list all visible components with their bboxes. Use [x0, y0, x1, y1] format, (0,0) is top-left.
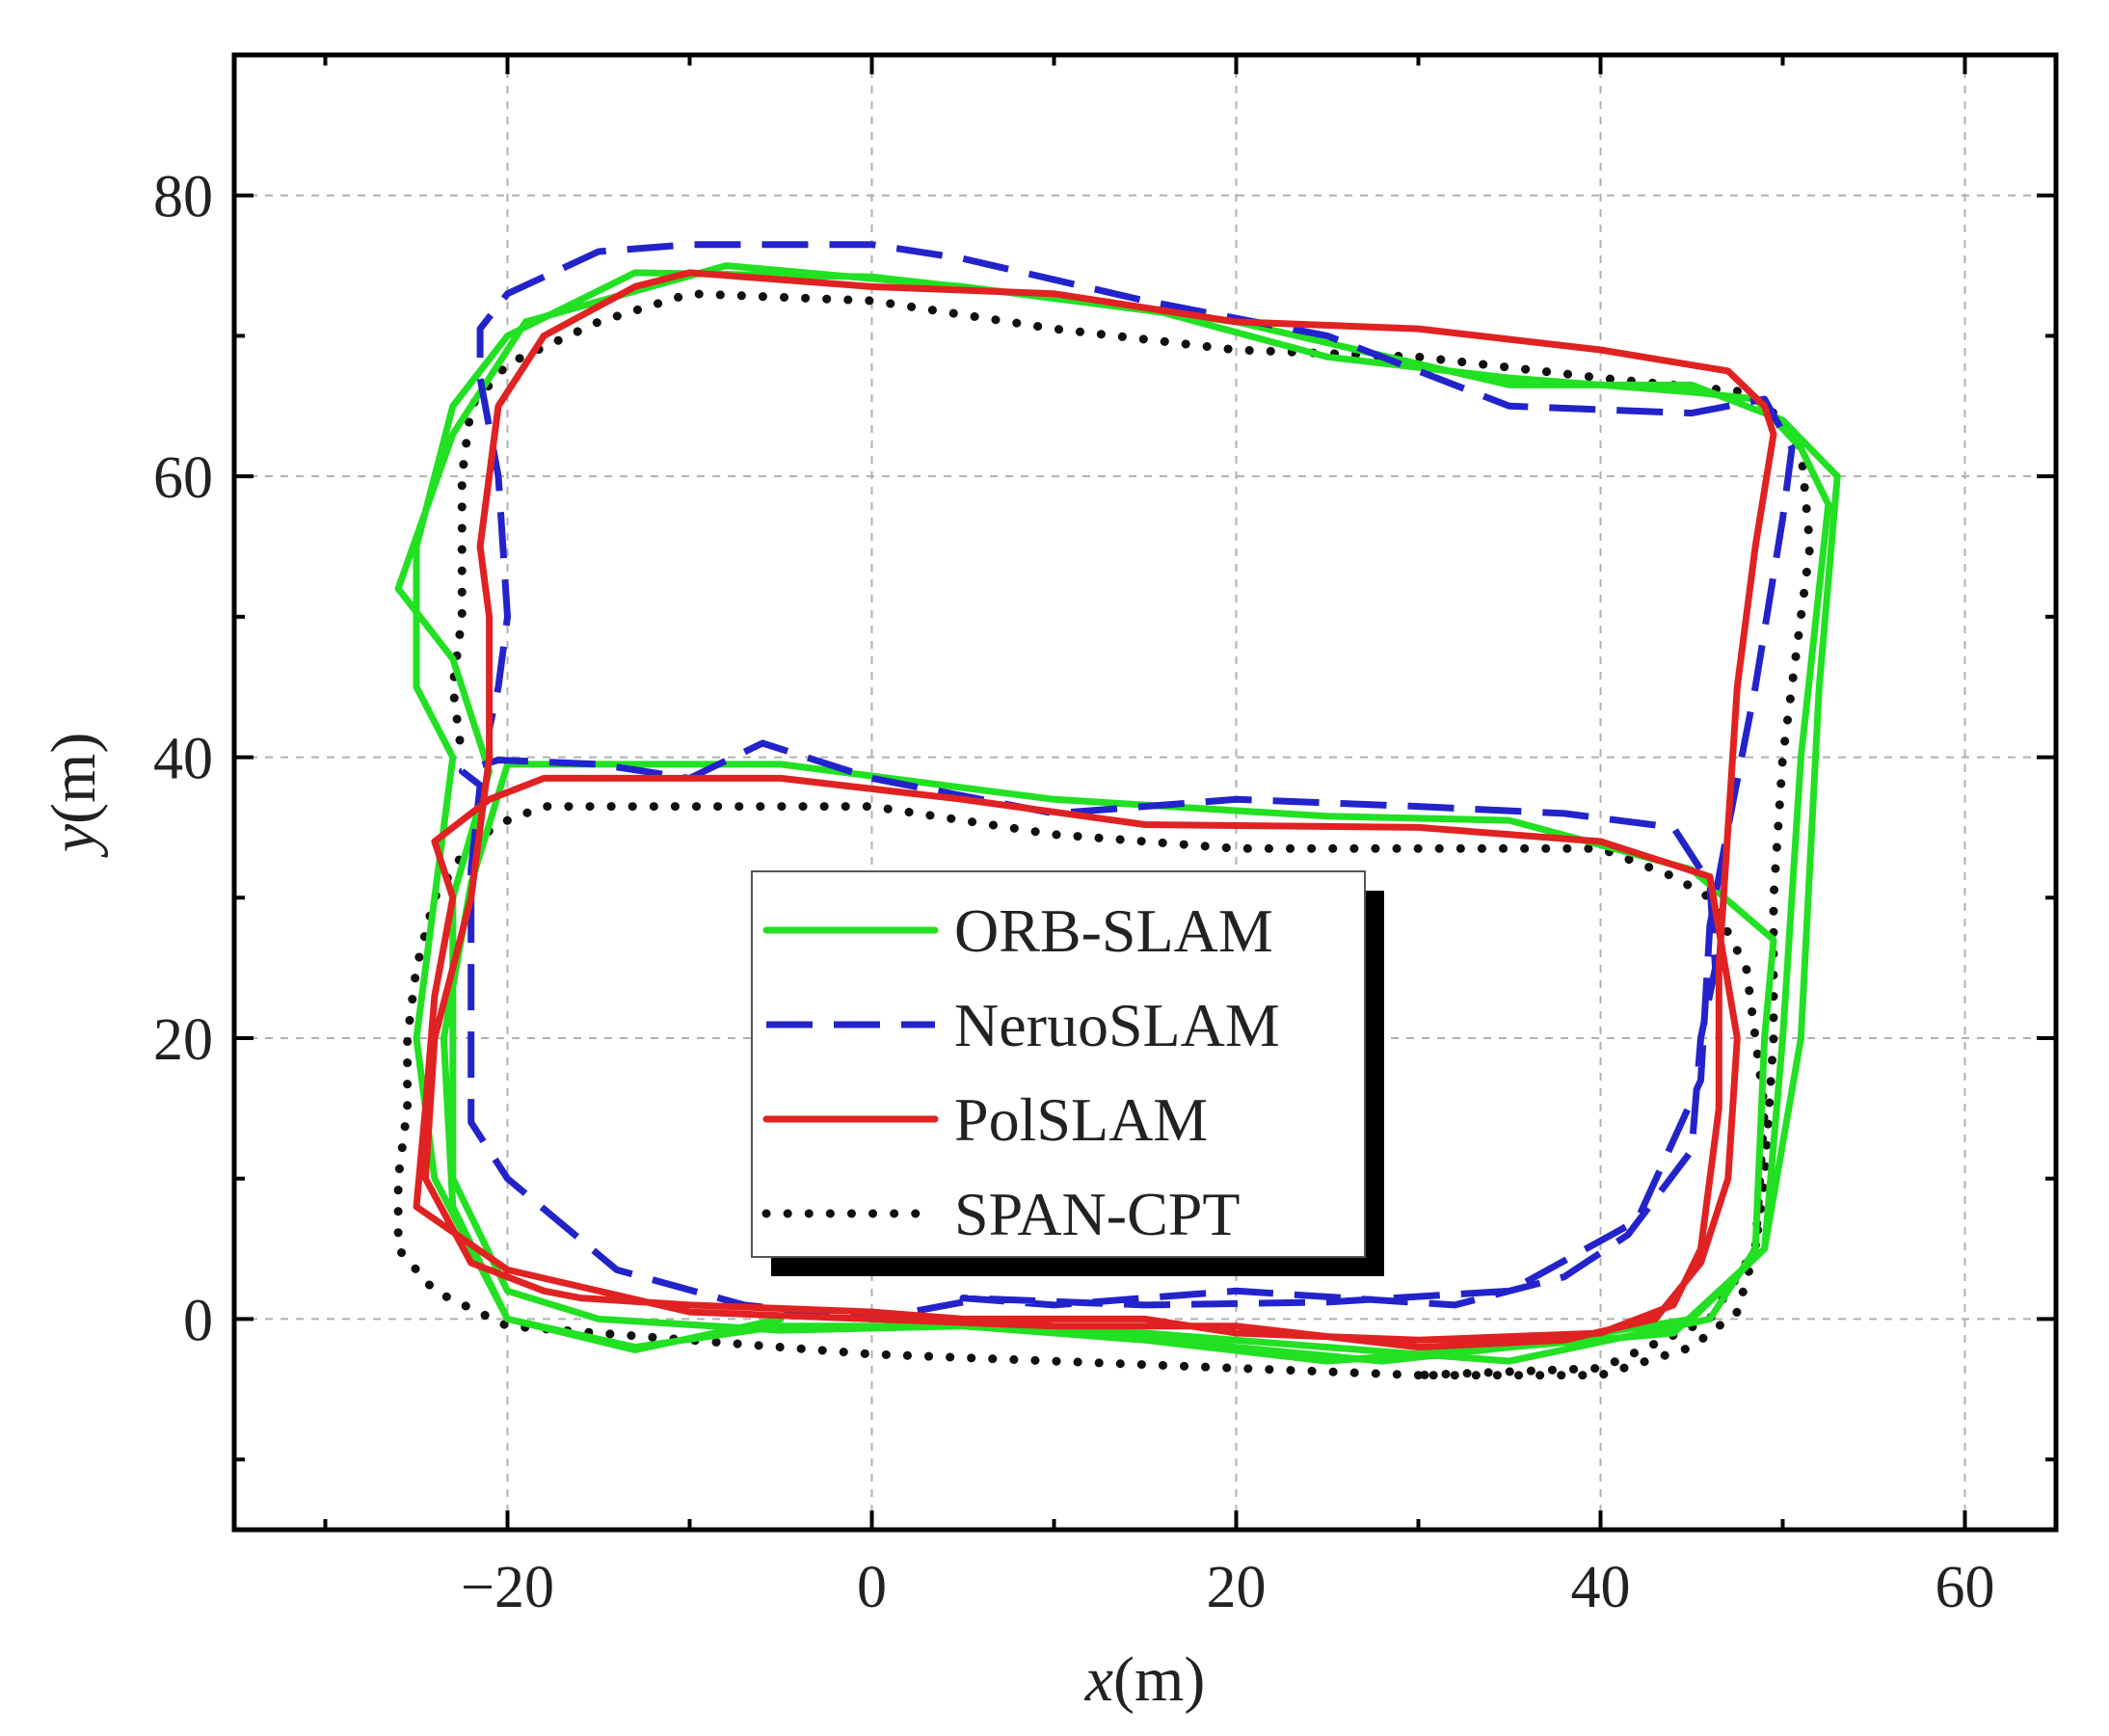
- y-axis-unit: (m): [39, 733, 109, 824]
- legend-label-neruoslam: NeruoSLAM: [954, 991, 1280, 1059]
- legend-label-polslam: PolSLAM: [954, 1085, 1208, 1154]
- legend-box: [751, 870, 1366, 1258]
- legend-label-span-cpt: SPAN-CPT: [954, 1180, 1240, 1248]
- y-tick-label: 0: [183, 1288, 213, 1353]
- tick-labels: −20 0 20 40 60 0 20 40 60 80: [153, 165, 1995, 1620]
- y-tick-label: 60: [153, 445, 213, 511]
- series-line-span-cpt: [393, 289, 1815, 1380]
- y-axis-variable: y: [39, 823, 109, 858]
- x-axis-variable: x: [1084, 1644, 1113, 1715]
- legend: ORB-SLAM NeruoSLAM PolSLAM SPAN-CPT: [751, 870, 1384, 1276]
- x-tick-label: 60: [1935, 1555, 1995, 1620]
- legend-label-orb-slam: ORB-SLAM: [954, 896, 1273, 965]
- legend-items: ORB-SLAM NeruoSLAM PolSLAM SPAN-CPT: [761, 896, 1280, 1248]
- x-axis-unit: (m): [1113, 1644, 1205, 1715]
- x-tick-label: 20: [1207, 1555, 1267, 1620]
- series-line-polslam: [413, 269, 1777, 1351]
- plot-frame: [231, 52, 2059, 1533]
- series-line-orb-slam: [394, 262, 1841, 1365]
- x-tick-label: −20: [461, 1555, 554, 1620]
- x-tick-label: 40: [1571, 1555, 1631, 1620]
- x-tick-label: 0: [857, 1555, 887, 1620]
- plot-area-background: [234, 55, 2056, 1530]
- x-axis-title: x(m): [1084, 1644, 1206, 1715]
- y-tick-label: 40: [153, 727, 213, 792]
- axis-ticks: [234, 53, 2056, 1530]
- y-tick-label: 80: [153, 165, 213, 230]
- y-tick-label: 20: [153, 1007, 213, 1073]
- series-lines: [393, 241, 1841, 1380]
- y-axis-title: y(m): [39, 733, 109, 859]
